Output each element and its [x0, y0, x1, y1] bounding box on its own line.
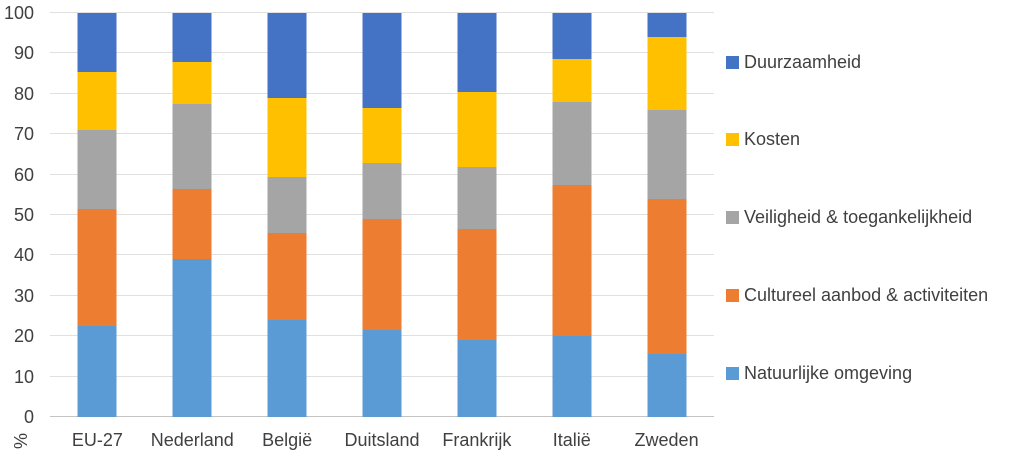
x-tick-label-duitsland: Duitsland — [344, 430, 420, 450]
legend-item: Duurzaamheid — [726, 51, 988, 73]
y-tick-label-40: 40 — [13, 245, 34, 266]
bar-eu-27 — [77, 13, 117, 417]
legend-swatch-icon — [726, 211, 739, 224]
bar-segment — [647, 13, 687, 38]
legend-swatch-icon — [726, 366, 739, 380]
y-tick-label-20: 20 — [13, 326, 34, 347]
bar-segment — [362, 330, 402, 417]
bar-segment — [172, 61, 212, 104]
x-tick-label-zweden: Zweden — [634, 430, 699, 450]
y-tick-label-70: 70 — [13, 124, 34, 145]
legend-label: Kosten — [744, 129, 801, 150]
bar-frankrijk — [457, 13, 497, 417]
legend-label: Veiligheid & toegankelijkheid — [744, 207, 973, 227]
y-tick-label-80: 80 — [13, 83, 34, 104]
y-tick-label-50: 50 — [13, 205, 34, 225]
bar-segment — [77, 71, 117, 131]
legend-label: Natuurlijke omgeving — [744, 362, 913, 383]
bar-belgi- — [267, 13, 307, 417]
bar-segment — [552, 13, 592, 60]
bar-segment — [647, 37, 687, 110]
bar-segment — [267, 320, 307, 417]
bar-duitsland — [362, 13, 402, 417]
x-tick-label-itali-: Italië — [552, 430, 591, 450]
bar-segment — [647, 198, 687, 355]
bar-segment — [457, 340, 497, 417]
bar-segment — [267, 97, 307, 177]
bar-segment — [362, 107, 402, 163]
bar-segment — [77, 208, 117, 327]
bar-segment — [552, 184, 592, 337]
plot-area — [50, 12, 714, 417]
y-tick-label-30: 30 — [13, 285, 34, 306]
bar-segment — [267, 233, 307, 321]
bar-segment — [647, 109, 687, 199]
legend-swatch-icon — [726, 133, 739, 147]
bar-segment — [457, 13, 497, 92]
bar-segment — [647, 354, 687, 417]
bar-segment — [172, 259, 212, 417]
x-tick-label-nederland: Nederland — [150, 430, 234, 450]
bar-nederland — [172, 13, 212, 417]
bar-segment — [552, 59, 592, 102]
legend-item: Cultureel aanbod & activiteiten — [726, 284, 988, 306]
bar-itali- — [552, 13, 592, 417]
gridline-100 — [50, 12, 714, 13]
bar-segment — [77, 326, 117, 417]
bar-segment — [362, 219, 402, 331]
x-tick-label-frankrijk: Frankrijk — [442, 430, 512, 450]
bar-segment — [172, 13, 212, 62]
x-tick-label-eu-27: EU-27 — [71, 430, 123, 450]
y-axis-title: % — [10, 433, 31, 450]
legend-swatch-icon — [726, 288, 739, 302]
y-tick-label-90: 90 — [13, 43, 34, 64]
bar-segment — [267, 176, 307, 234]
legend-item: Kosten — [726, 129, 988, 151]
y-tick-label-10: 10 — [13, 366, 34, 387]
bar-segment — [552, 336, 592, 417]
legend: Duurzaamheid Kosten Veiligheid & toegankel… — [726, 51, 988, 384]
legend-swatch-icon — [726, 55, 739, 69]
y-tick-label-60: 60 — [13, 164, 34, 185]
legend-item: Veiligheid & toegankelijkheid — [726, 207, 988, 229]
y-axis: 0 10 20 30 40 50 60 70 80 90 100 — [0, 4, 34, 426]
legend-item: Natuurlijke omgeving — [726, 362, 988, 384]
y-tick-label-0: 0 — [23, 407, 34, 427]
bar-segment — [457, 166, 497, 230]
bar-segment — [362, 13, 402, 108]
legend-label: Duurzaamheid — [744, 51, 862, 72]
bar-segment — [552, 101, 592, 185]
bar-segment — [172, 103, 212, 189]
bar-segment — [77, 130, 117, 209]
y-tick-label-100: 100 — [3, 3, 34, 23]
bar-segment — [267, 13, 307, 98]
x-axis: EU-27 Nederland België Duitsland Frankrijk It… — [50, 429, 714, 453]
x-tick-label-belgi-: België — [262, 430, 313, 450]
bar-segment — [457, 229, 497, 341]
legend-label: Cultureel aanbod & activiteiten — [744, 284, 989, 305]
bar-segment — [457, 91, 497, 167]
bar-segment — [77, 13, 117, 72]
bar-segment — [172, 188, 212, 260]
bar-segment — [362, 162, 402, 220]
bar-zweden — [647, 13, 687, 417]
